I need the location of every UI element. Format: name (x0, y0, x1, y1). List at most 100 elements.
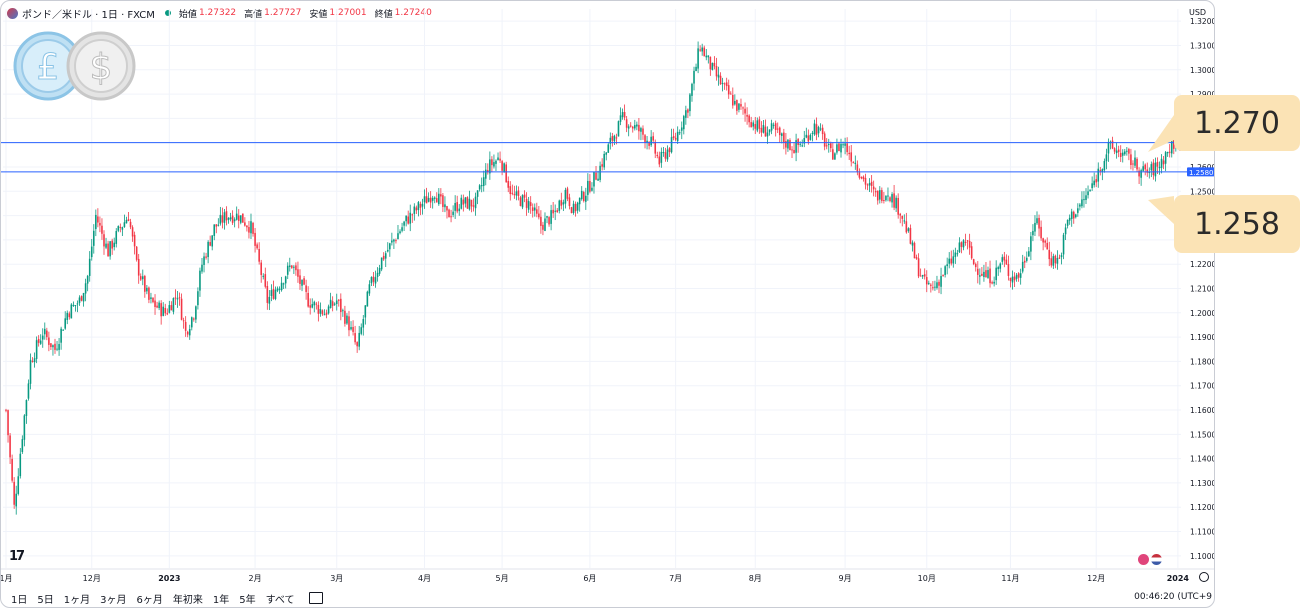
candle-body (964, 241, 967, 243)
candle-body (148, 287, 150, 300)
candle-body (135, 246, 138, 260)
candle-body (729, 93, 732, 95)
timeframe-5y[interactable]: 5年 (239, 594, 256, 606)
candle-body (952, 256, 955, 264)
candle-body (137, 258, 140, 276)
candle-body (1126, 150, 1128, 152)
candle-body (968, 240, 971, 248)
candle-body (893, 193, 895, 208)
candle-body (664, 152, 667, 159)
candle-body (960, 242, 963, 247)
us-flag-icon[interactable] (1151, 554, 1162, 565)
candle-body (313, 301, 316, 306)
pound-coin-icon: £ (13, 31, 83, 101)
candle-body (1087, 191, 1089, 196)
timeframe-5d[interactable]: 5日 (37, 594, 54, 606)
timeframe-ytd[interactable]: 年初来 (172, 594, 203, 606)
timeframe-1d[interactable]: 1日 (11, 594, 28, 606)
go-to-date-icon[interactable] (308, 592, 323, 604)
candle-body (1091, 183, 1093, 189)
candle-body (531, 207, 534, 211)
timeframe-3m[interactable]: 3ヶ月 (100, 594, 127, 606)
y-tick-label: 1.17000 (1190, 382, 1214, 391)
candle-body (364, 305, 367, 318)
candle-body (983, 271, 985, 278)
candle-body (995, 267, 997, 281)
candle-body (813, 123, 816, 135)
candlestick-chart[interactable]: 1.10000 1.11000 1.12000 1.13000 1.14000 1.150… (1, 1, 1214, 589)
candle-body (376, 272, 379, 277)
symbol-title[interactable]: ポンド／米ドル · 1日 · FXCM (22, 9, 155, 21)
candle-body (348, 316, 350, 331)
candle-body (223, 212, 226, 223)
y-tick-label: 1.14000 (1190, 455, 1214, 464)
candle-body (205, 256, 207, 258)
candle-body (329, 299, 332, 308)
candle-body (239, 215, 242, 223)
clock[interactable]: 00:46:20 (UTC+9 (1134, 592, 1212, 602)
candle-body (150, 297, 152, 299)
candle-body (944, 266, 946, 275)
candle-body (411, 214, 414, 216)
lightning-event-icon[interactable] (1138, 554, 1149, 565)
candle-body (1009, 277, 1012, 282)
candle-body (1134, 157, 1136, 166)
candle-body (601, 164, 603, 167)
x-tick-label: 11月 (1001, 574, 1019, 583)
candle-body (1121, 152, 1124, 156)
candle-body (836, 144, 838, 153)
candle-body (1046, 242, 1049, 250)
candle-body (231, 215, 234, 223)
market-open-icon (164, 10, 171, 16)
candle-body (156, 305, 158, 308)
timeframe-1m[interactable]: 1ヶ月 (63, 594, 91, 606)
candle-body (92, 230, 95, 246)
candle-body (1052, 256, 1055, 266)
candle-body (25, 400, 28, 416)
candle-body (97, 216, 99, 223)
candle-body (830, 143, 832, 149)
tradingview-logo-icon: 17 (9, 549, 25, 564)
candle-body (78, 297, 81, 303)
high-value: 1.27727 (264, 8, 302, 18)
candle-body (778, 127, 781, 136)
candle-body (1170, 139, 1173, 154)
callout-pointers (1148, 115, 1174, 224)
candle-body (466, 197, 469, 209)
candle-body (766, 132, 769, 137)
candle-body (119, 226, 122, 228)
y-tick-label: 1.33000 (1190, 1, 1214, 2)
candle-body (1023, 260, 1026, 263)
candle-body (948, 258, 951, 264)
candle-body (50, 343, 52, 347)
candle-body (374, 277, 377, 284)
candle-body (456, 202, 458, 212)
candle-body (758, 119, 761, 129)
candle-body (919, 275, 922, 277)
candle-body (748, 115, 750, 123)
timeframe-1y[interactable]: 1年 (212, 594, 230, 606)
candle-body (564, 189, 567, 204)
candle-body (344, 310, 346, 324)
candle-body (1130, 154, 1132, 165)
candle-body (31, 360, 34, 362)
y-tick-label: 1.13000 (1190, 479, 1214, 488)
candle-body (842, 144, 844, 146)
candle-body (1054, 255, 1057, 264)
candle-body (470, 199, 473, 207)
candle-body (525, 198, 528, 208)
settings-gear-icon[interactable] (1199, 572, 1209, 582)
candle-body (576, 202, 579, 211)
candle-body (354, 333, 356, 343)
timeframe-all[interactable]: すべて (265, 594, 295, 606)
candle-body (109, 241, 111, 257)
candle-body (1017, 273, 1020, 278)
candle-body (872, 186, 875, 190)
candle-body (297, 269, 299, 277)
close-label: 終値 (374, 9, 393, 20)
candle-body (103, 234, 105, 247)
candle-body (152, 297, 154, 303)
candle-body (593, 171, 595, 187)
candle-body (476, 190, 479, 197)
timeframe-6m[interactable]: 6ヶ月 (136, 594, 163, 606)
